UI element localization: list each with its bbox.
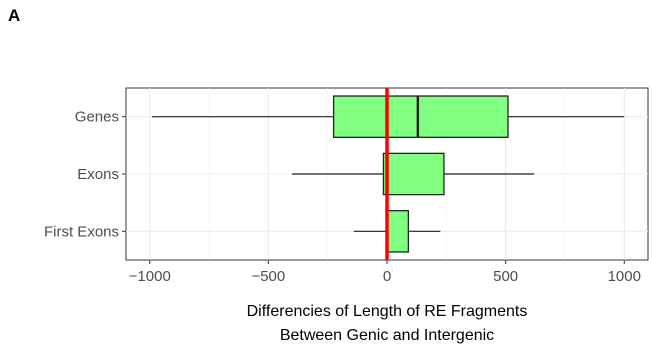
x-axis-title-line-2: Between Genic and Intergenic (280, 327, 494, 344)
x-axis: −1000 −500 0 500 1000 (129, 260, 641, 285)
x-tick-label: −500 (251, 268, 285, 285)
x-tick-label: 500 (493, 268, 518, 285)
box-exons (292, 152, 535, 196)
y-axis: Genes Exons First Exons (44, 109, 126, 240)
y-tick-label: Exons (77, 166, 119, 183)
x-tick-label: 1000 (608, 268, 641, 285)
box-iqr (386, 210, 410, 253)
y-tick-label: First Exons (44, 223, 119, 240)
y-tick-label: Genes (75, 109, 119, 126)
box-iqr (382, 152, 445, 196)
panel-label: A (8, 6, 21, 25)
x-tick-label: 0 (383, 268, 391, 285)
x-axis-title-line-1: Differencies of Length of RE Fragments (247, 303, 528, 320)
box-genes (152, 95, 625, 138)
box-iqr (332, 95, 509, 138)
x-tick-label: −1000 (129, 268, 171, 285)
